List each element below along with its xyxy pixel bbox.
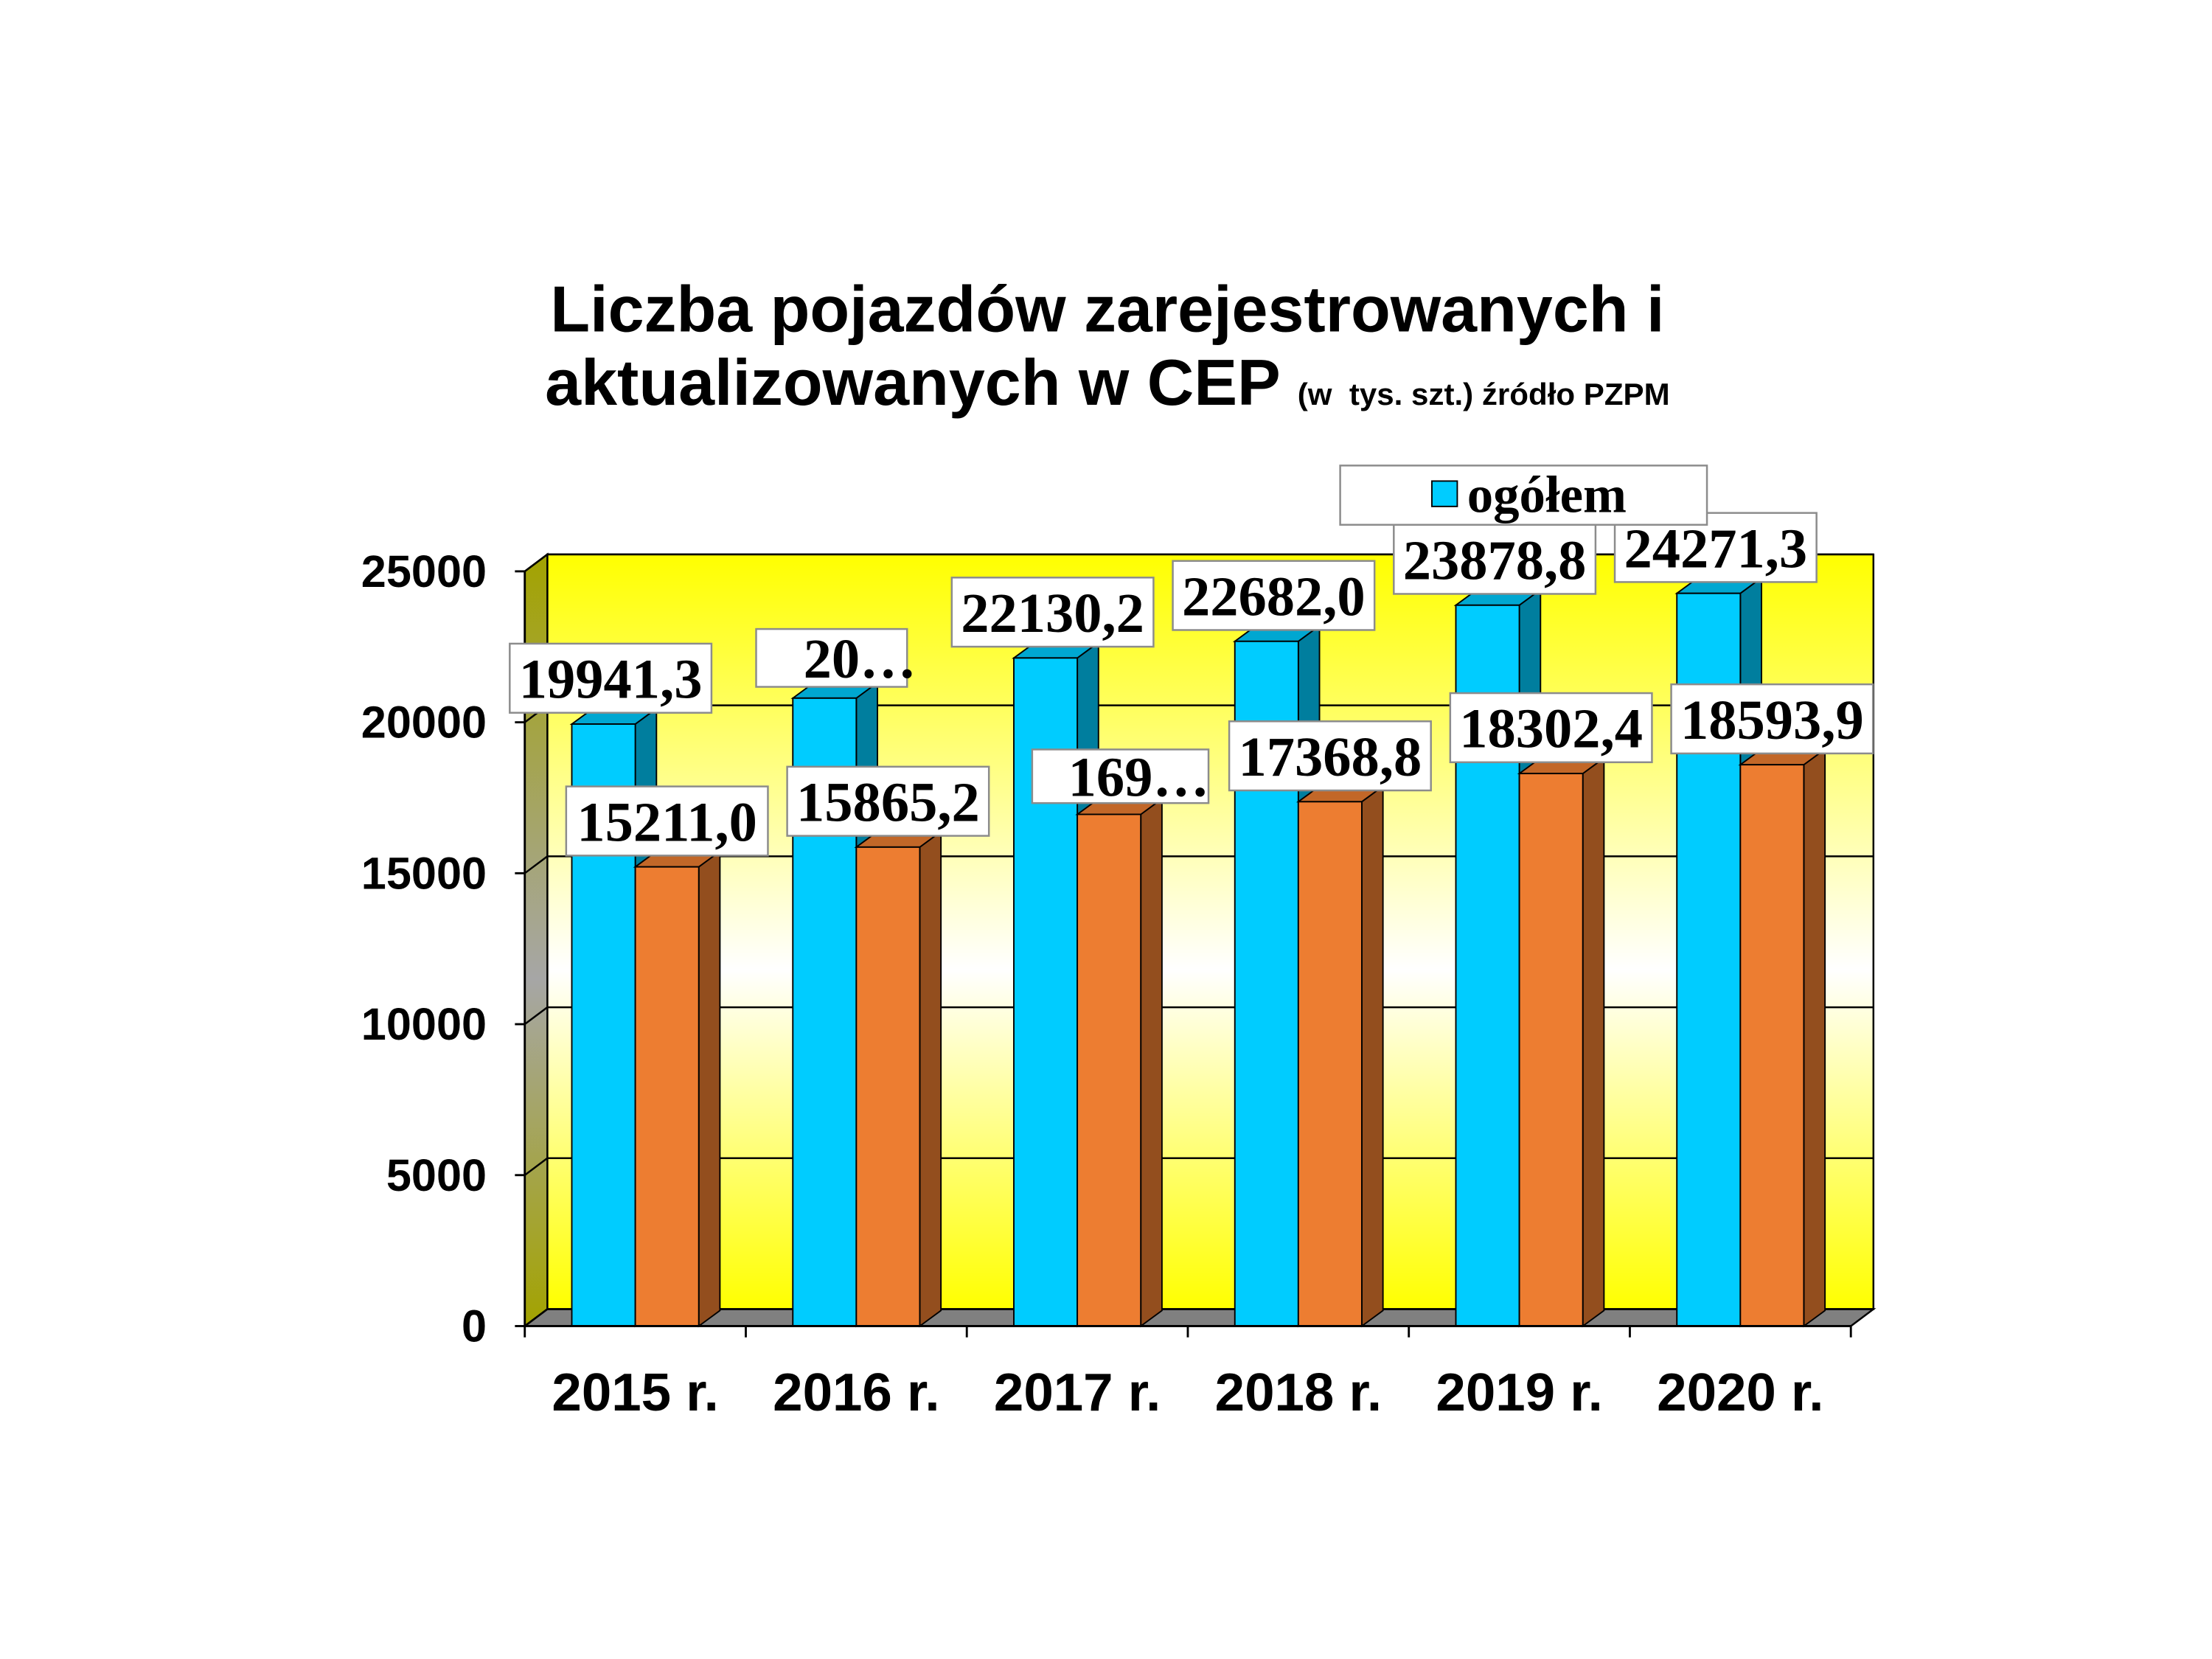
- data-label-series2-2017: 169…: [1031, 746, 1210, 809]
- gridlines: [524, 553, 1874, 1327]
- data-label-series1-2017: 22130,2: [950, 577, 1155, 648]
- data-label-series2-2016: 15865,2: [786, 765, 990, 837]
- bar-side-face: [1582, 757, 1605, 1328]
- legend-label-series1: ogółem: [1467, 467, 1627, 524]
- x-tick-label-2017: 2017 r.: [994, 1363, 1161, 1422]
- data-label-text: 23878,8: [1403, 529, 1587, 591]
- chart-title-line2-row: aktualizowanych w CEP (w tys. szt.) źródł…: [545, 346, 1670, 419]
- data-label-text: 19941,3: [519, 648, 703, 711]
- data-label-series1-2018: 22682,0: [1172, 560, 1376, 631]
- data-label-series1-2016: 20…: [755, 627, 917, 690]
- data-label-series2-2018: 17368,8: [1228, 720, 1432, 792]
- bar-front-face: [1077, 813, 1142, 1327]
- x-tick-label-2020: 2020 r.: [1657, 1363, 1823, 1422]
- bar-series2-2017: [1075, 797, 1164, 1328]
- bar-front-face: [1297, 801, 1363, 1327]
- data-label-box: [786, 765, 990, 837]
- data-label-series2-2019: 18302,4: [1449, 692, 1653, 764]
- x-tick-label-2016: 2016 r.: [773, 1363, 939, 1422]
- bar-front-face: [1739, 764, 1805, 1327]
- side-gridline: [524, 1308, 549, 1327]
- bar-side-face: [1360, 785, 1384, 1328]
- bar-series2-2020: [1738, 748, 1828, 1328]
- data-label-text: 22682,0: [1182, 565, 1366, 627]
- data-label-text: 20…: [804, 627, 917, 690]
- side-gridline: [524, 1006, 549, 1026]
- axes: 0 5000 10000 15000 20000 25000 2015 r. 2016 r. 2…: [361, 546, 1852, 1422]
- data-label-series2-2015: 15211,0: [565, 785, 769, 857]
- bar-front-face: [634, 866, 700, 1327]
- data-label-text: 15865,2: [796, 771, 980, 833]
- chart-title-line1: Liczba pojazdów zarejestrowanych i: [550, 273, 1664, 346]
- data-labels: 19941,3 15211,0 20… 15865,2 22130,2 169… 22682…: [509, 512, 1874, 857]
- chart-title: Liczba pojazdów zarejestrowanych i aktua…: [545, 273, 1670, 419]
- bar-front-face: [855, 846, 921, 1327]
- chart-subtitle: (w tys. szt.) źródło PZPM: [1298, 377, 1670, 411]
- legend: ogółem: [1339, 465, 1708, 526]
- y-tick-label-5000: 5000: [386, 1150, 487, 1200]
- data-label-box: [1670, 683, 1874, 755]
- x-tick-label-2018: 2018 r.: [1215, 1363, 1382, 1422]
- bar-series2-2016: [854, 830, 944, 1328]
- data-label-series2-2020: 18593,9: [1670, 683, 1874, 755]
- chart-title-line2: aktualizowanych w CEP: [545, 346, 1281, 419]
- data-label-text: 18593,9: [1680, 689, 1864, 751]
- side-gridline: [524, 855, 549, 874]
- side-gridline: [524, 553, 549, 572]
- data-label-series1-2015: 19941,3: [509, 642, 713, 714]
- data-label-box: [755, 627, 908, 688]
- y-tick-label-25000: 25000: [361, 546, 487, 597]
- bar-series2-2019: [1517, 757, 1607, 1328]
- bar-front-face: [1518, 773, 1584, 1327]
- legend-box: [1339, 465, 1708, 526]
- bar-series2-2015: [633, 849, 723, 1328]
- bar-side-face: [919, 830, 942, 1328]
- data-label-text: 24271,3: [1624, 517, 1808, 580]
- y-tick-label-10000: 10000: [361, 999, 487, 1049]
- data-label-box: [1031, 748, 1210, 804]
- data-label-box: [1449, 692, 1653, 764]
- legend-swatch-series1: [1431, 480, 1458, 507]
- data-label-text: 17368,8: [1239, 726, 1422, 788]
- data-label-text: 18302,4: [1459, 698, 1643, 760]
- data-label-text: 169…: [1068, 746, 1209, 809]
- floor: [522, 1308, 1877, 1327]
- bar-side-face: [698, 849, 721, 1328]
- data-label-text: 15211,0: [577, 790, 757, 853]
- y-tick-label-15000: 15000: [361, 848, 487, 898]
- bar-side-face: [1803, 748, 1826, 1328]
- data-label-text: 22130,2: [961, 582, 1144, 644]
- data-label-series1-2019: 23878,8: [1393, 524, 1597, 595]
- x-tick-label-2019: 2019 r.: [1436, 1363, 1602, 1422]
- y-tick-label-0: 0: [462, 1301, 487, 1352]
- plot-walls: [522, 552, 1877, 1328]
- data-label-box: [1172, 560, 1376, 631]
- data-label-box: [565, 785, 769, 857]
- data-label-box: [1228, 720, 1432, 792]
- side-gridline: [524, 1157, 549, 1176]
- data-label-box: [950, 577, 1155, 648]
- y-tick-label-20000: 20000: [361, 698, 487, 748]
- bar-series2-2018: [1295, 785, 1385, 1328]
- x-tick-label-2015: 2015 r.: [552, 1363, 718, 1422]
- back-wall: [546, 553, 1875, 1310]
- data-label-box: [509, 642, 713, 714]
- bar-side-face: [1140, 797, 1163, 1328]
